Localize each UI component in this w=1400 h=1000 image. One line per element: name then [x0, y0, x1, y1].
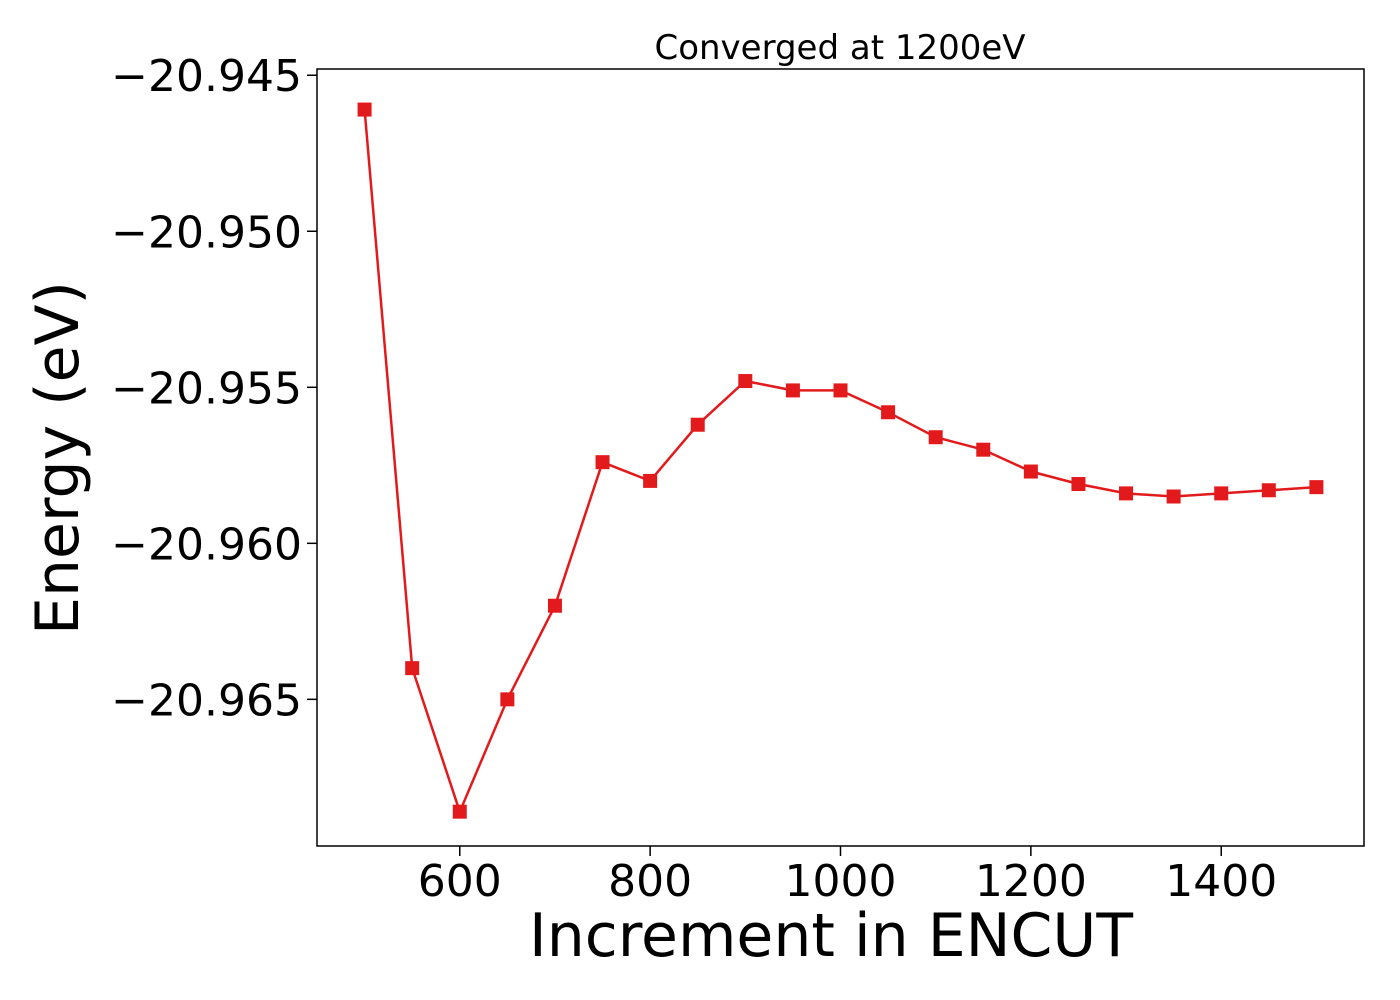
data-point-marker	[1023, 464, 1038, 479]
x-axis-label: Increment in ENCUT	[529, 901, 1133, 971]
x-tick-label: 1000	[785, 856, 897, 907]
data-point-marker	[643, 473, 658, 488]
data-point-marker	[833, 383, 848, 398]
data-point-marker	[1166, 489, 1181, 504]
x-tick-label: 1200	[975, 856, 1087, 907]
data-point-marker	[547, 598, 562, 613]
y-tick-label: −20.945	[111, 51, 302, 102]
data-point-marker	[595, 455, 610, 470]
x-tick-label: 800	[608, 856, 692, 907]
data-point-marker	[1261, 483, 1276, 498]
data-point-marker	[1214, 486, 1229, 501]
data-point-marker	[1119, 486, 1134, 501]
y-tick-label: −20.960	[111, 519, 302, 570]
x-axis-ticks: 600 800 1000 1200 1400	[418, 846, 1277, 907]
data-point-marker	[690, 417, 705, 432]
data-point-marker	[357, 102, 372, 117]
series-layer	[357, 102, 1324, 819]
data-point-marker	[452, 804, 467, 819]
data-point-marker	[405, 661, 420, 676]
data-point-marker	[500, 692, 515, 707]
y-axis-label: Energy (eV)	[23, 281, 93, 635]
y-tick-label: −20.965	[111, 675, 302, 726]
y-tick-label: −20.955	[111, 363, 302, 414]
y-axis-ticks: −20.945 −20.950 −20.955 −20.960 −20.965	[111, 51, 317, 726]
chart-title: Converged at 1200eV	[654, 28, 1025, 68]
x-tick-label: 600	[418, 856, 502, 907]
plot-frame	[316, 68, 1365, 847]
data-point-marker	[976, 442, 991, 457]
y-tick-label: −20.950	[111, 207, 302, 258]
data-point-marker	[738, 374, 753, 389]
data-point-marker	[881, 405, 896, 420]
data-point-marker	[928, 430, 943, 445]
data-point-marker	[1071, 477, 1086, 492]
data-point-marker	[785, 383, 800, 398]
x-tick-label: 1400	[1165, 856, 1277, 907]
data-point-marker	[1309, 480, 1324, 495]
